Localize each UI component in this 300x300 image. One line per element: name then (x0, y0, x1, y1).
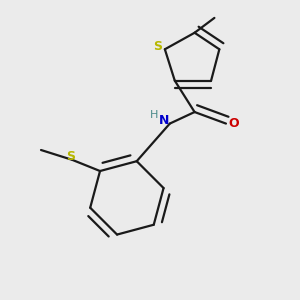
Text: S: S (66, 150, 75, 163)
Text: O: O (228, 117, 238, 130)
Text: S: S (153, 40, 162, 53)
Text: H: H (150, 110, 158, 120)
Text: N: N (159, 114, 169, 128)
